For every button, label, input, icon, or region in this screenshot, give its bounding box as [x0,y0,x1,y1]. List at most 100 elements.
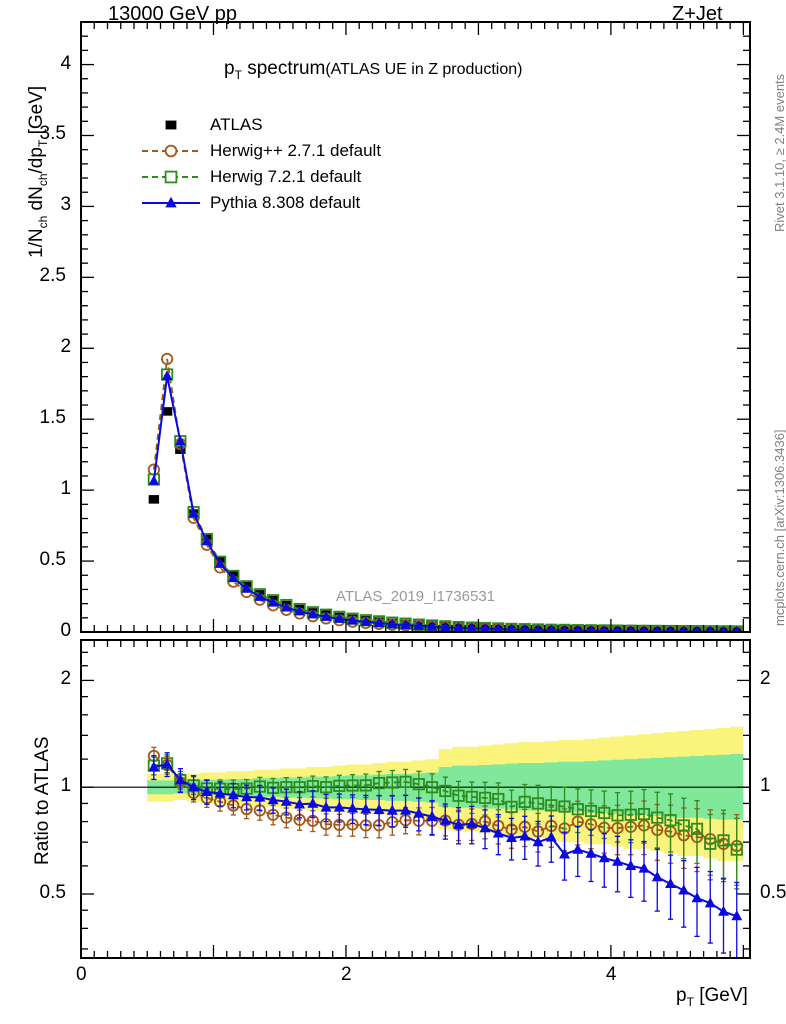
marker-square-open [505,800,518,813]
marker-circle-open [704,833,717,846]
marker-circle-open [147,463,160,476]
marker-triangle-filled [720,625,727,632]
marker-square-open [611,809,624,822]
x-axis-title: pT [GeV] [676,985,748,1009]
marker-square-open [253,588,266,601]
marker-circle-open [664,825,677,838]
marker-triangle-filled [334,613,345,623]
marker-triangle-filled [373,617,385,628]
marker-square-filled [599,625,610,632]
legend-item[interactable]: ATLAS [140,112,440,138]
legend-item[interactable]: Herwig 7.2.1 default [140,164,440,190]
marker-triangle-filled [307,608,319,619]
marker-triangle-filled [519,830,531,841]
marker-circle-open [346,615,359,628]
y-main-tick-0.5: 0.5 [39,549,66,571]
marker-triangle-filled [520,623,530,632]
marker-triangle-filled [466,817,478,829]
side-label-rivet: Rivet 3.1.10, ≥ 2.4M events [772,73,786,232]
marker-square-filled [281,600,292,610]
marker-square-open [174,774,187,787]
y-ratio-tick-left-2: 2 [60,668,72,690]
marker-triangle-filled [426,810,438,821]
marker-circle-open [505,623,518,632]
marker-square-open [266,594,280,607]
marker-circle-open [319,818,333,831]
marker-square-filled [625,626,636,632]
marker-square-open [280,598,293,612]
marker-square-open [664,624,677,632]
marker-square-filled [148,495,160,504]
marker-triangle-filled [545,831,557,842]
marker-square-open [651,811,664,824]
marker-square-filled [307,608,319,617]
marker-circle-open [571,815,584,828]
marker-square-open [452,789,465,802]
marker-circle-open [730,625,743,632]
band-outer [147,726,744,861]
y-main-tick-1: 1 [60,478,72,500]
marker-square-filled [572,625,583,632]
marker-circle-open [174,776,187,789]
marker-triangle-filled [638,862,650,873]
marker-square-open [584,624,598,632]
marker-triangle-filled [559,848,570,859]
marker-square-open [359,779,372,792]
marker-square-open [359,614,372,627]
marker-triangle-filled [440,621,451,632]
marker-triangle-filled [387,618,398,629]
marker-circle-open [319,612,333,625]
legend-symbol [164,170,178,184]
marker-square-filled [559,625,570,632]
y-ratio-tick-right-2: 2 [760,668,771,690]
marker-triangle-filled [360,803,372,814]
marker-square-open [161,368,174,381]
marker-square-open [293,602,306,616]
marker-square-filled [161,407,173,416]
legend-marker [140,140,202,162]
marker-square-open [386,616,399,629]
marker-circle-open [677,829,690,842]
marker-square-open [386,776,399,789]
marker-triangle-filled [280,795,292,806]
legend-marker [140,192,202,214]
marker-circle-open [637,819,651,832]
marker-square-open [624,624,637,632]
marker-circle-open [611,821,624,835]
marker-triangle-filled [731,910,743,921]
marker-circle-open [730,839,743,853]
marker-square-open [492,622,505,632]
marker-square-open [717,625,730,632]
legend-label: Herwig 7.2.1 default [210,167,362,186]
marker-square-open [704,837,717,850]
marker-circle-open [164,144,178,158]
marker-triangle-filled [678,884,690,895]
legend-item[interactable]: Herwig++ 2.7.1 default [140,138,440,164]
marker-circle-open [399,814,412,827]
marker-square-open [730,843,743,856]
legend-item[interactable]: Pythia 8.308 default [140,190,440,216]
marker-circle-open [690,830,704,844]
marker-circle-open [253,804,266,817]
marker-triangle-filled [267,596,279,607]
marker-triangle-filled [506,831,518,842]
x-tick-4: 4 [605,964,617,985]
marker-circle-open [425,814,439,827]
legend: ATLAS Herwig++ 2.7.1 default Herwig 7.2.1 … [140,112,440,216]
marker-square-filled [241,581,252,591]
marker-triangle-filled [201,785,213,797]
marker-circle-open [200,538,213,551]
marker-square-open [306,780,319,793]
marker-square-filled [612,626,623,632]
marker-circle-open [240,802,253,816]
marker-square-filled [373,617,385,626]
marker-triangle-filled [347,614,358,625]
marker-square-open [372,776,386,790]
marker-triangle-filled [640,625,648,632]
marker-triangle-filled [214,787,226,798]
marker-triangle-filled [704,897,716,908]
ratio-series-herwigpp [147,746,743,886]
marker-square-open [346,612,359,625]
y-ratio-tick-right-0.5: 0.5 [760,881,786,903]
marker-circle-open [425,620,439,632]
